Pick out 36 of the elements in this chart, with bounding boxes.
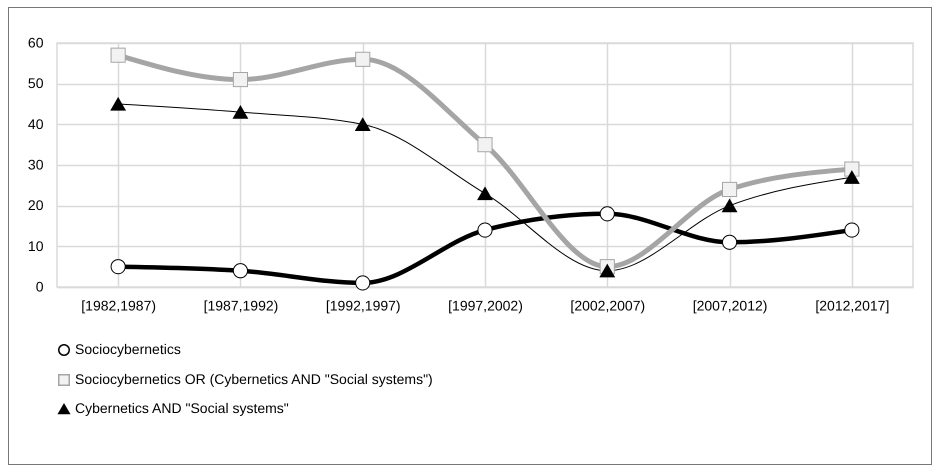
point (477, 222, 493, 238)
point (232, 72, 248, 88)
point (477, 137, 493, 152)
x-tick-label: [1992,1997) (326, 298, 401, 314)
point (232, 263, 248, 278)
point (722, 199, 738, 212)
y-tick-label: 60 (28, 34, 44, 50)
legend-label: Sociocybernetics (75, 341, 181, 357)
point (232, 106, 248, 119)
point (722, 234, 738, 250)
x-tick-label: [1997,2002) (448, 298, 523, 314)
point (110, 48, 126, 63)
y-tick-label: 30 (28, 156, 44, 172)
point (355, 118, 370, 131)
point (110, 97, 126, 111)
y-tick-label: 40 (28, 116, 44, 132)
y-tick-label: 20 (28, 197, 44, 214)
point (477, 186, 493, 200)
point (355, 275, 370, 290)
point (600, 264, 615, 278)
point (844, 222, 860, 238)
x-tick-label: [2002,2007) (570, 298, 646, 314)
x-tick-label: [1987,1992) (204, 298, 278, 314)
point (110, 259, 126, 274)
point (355, 52, 370, 67)
point (844, 170, 860, 184)
x-tick-label: [1982,1987) (81, 298, 156, 314)
x-tick-label: [2012,2017] (815, 298, 890, 314)
point (722, 182, 738, 197)
y-tick-label: 10 (28, 238, 44, 254)
y-tick-label: 0 (36, 278, 44, 294)
legend-label: Cybernetics AND "Social systems" (75, 400, 289, 416)
legend-label: Sociocybernetics OR (Cybernetics AND "Social systems") (75, 371, 433, 387)
y-tick-label: 50 (28, 75, 44, 92)
x-tick-label: [2007,2012) (692, 298, 768, 314)
point (600, 206, 615, 222)
